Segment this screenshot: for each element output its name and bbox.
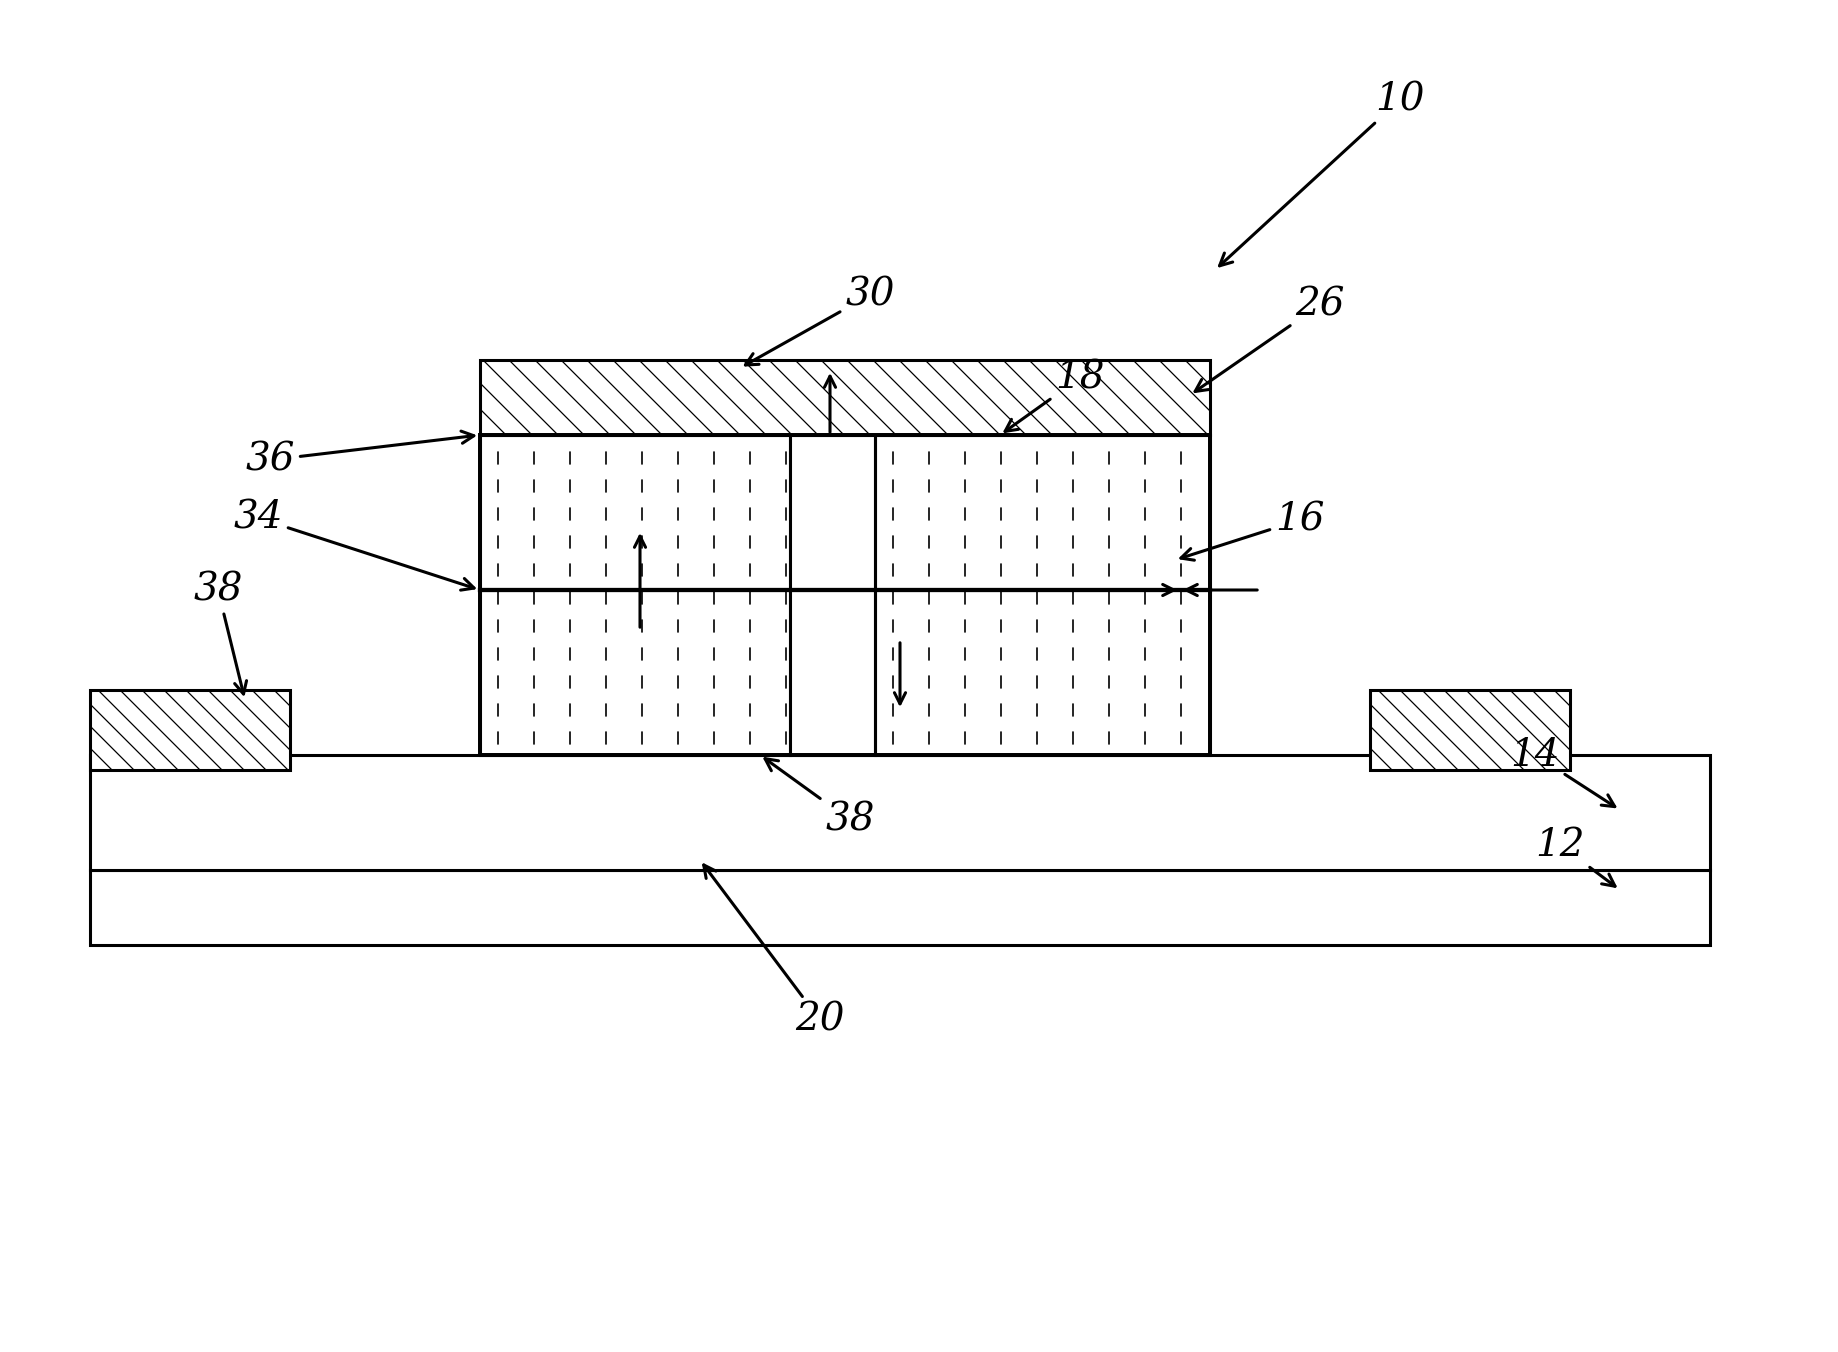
Text: 12: 12 (1535, 826, 1616, 887)
Bar (790, 435, 875, 754)
Bar (1369, 690, 1570, 771)
Bar (90, 690, 290, 771)
Bar (90, 690, 290, 771)
Text: 10: 10 (1220, 81, 1424, 266)
Bar (90, 754, 1709, 869)
Text: 26: 26 (1195, 287, 1345, 392)
Text: 18: 18 (1005, 360, 1105, 431)
Text: 34: 34 (233, 499, 474, 589)
Text: 14: 14 (1511, 737, 1616, 807)
Bar (875, 435, 1209, 754)
Bar (480, 435, 1209, 754)
Bar (480, 360, 1209, 435)
Bar (875, 435, 1209, 754)
Bar (90, 869, 1709, 945)
Bar (480, 360, 1209, 435)
Text: 36: 36 (244, 431, 474, 479)
Text: 20: 20 (704, 865, 845, 1038)
Bar (480, 435, 790, 754)
Bar (90, 690, 290, 771)
Bar (1369, 690, 1570, 771)
Bar (480, 435, 790, 754)
Bar (480, 360, 1209, 435)
Text: 16: 16 (1180, 502, 1325, 560)
Text: 38: 38 (193, 572, 246, 694)
Text: 30: 30 (746, 277, 895, 365)
Bar (1369, 690, 1570, 771)
Bar (480, 435, 790, 754)
Text: 38: 38 (765, 758, 875, 838)
Bar (875, 435, 1209, 754)
